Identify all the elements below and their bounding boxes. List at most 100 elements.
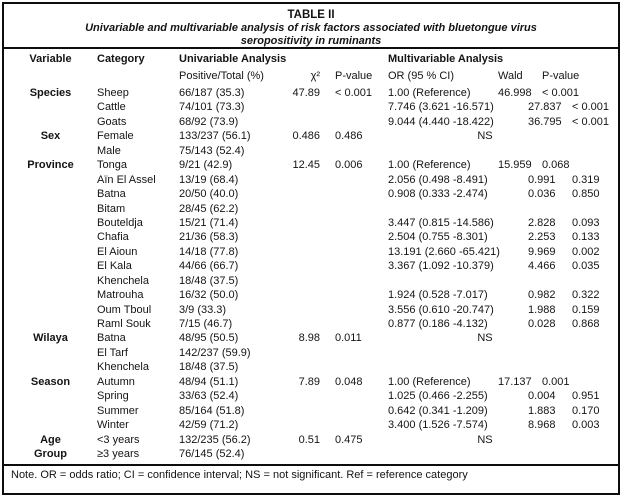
or-ci-cell: 2.056 (0.498 -8.491) (388, 173, 488, 186)
p-value-multivariable-cell: 0.868 (572, 318, 600, 330)
wald-cell: 36.795 (528, 115, 562, 128)
category-cell: Khenchela (97, 361, 149, 374)
table-row: Wilaya Batna 48/95 (50.5) 8.98 0.011 NS (4, 331, 618, 345)
table-header-row-1: Variable Category Univariable Analysis M… (4, 51, 618, 68)
variable-cell (4, 216, 97, 230)
variable-cell (4, 245, 97, 259)
or-ci-cell: 9.044 (4.440 -18.422) (388, 115, 494, 128)
p-value-univariable-cell: 0.011 (335, 332, 362, 345)
p-value-univariable-cell: 0.006 (335, 159, 363, 172)
header-p-value-univariable: P-value (335, 70, 373, 82)
p-value-univariable-cell: 0.475 (335, 433, 363, 446)
chi-square-cell (270, 202, 320, 216)
category-cell: <3 years (97, 433, 140, 446)
variable-cell (4, 100, 97, 114)
or-ci-cell: 1.00 (Reference) (388, 159, 471, 172)
table-title-block: TABLE II Univariable and multivariable a… (4, 4, 618, 49)
positive-total-cell: 85/164 (51.8) (179, 404, 245, 417)
header-spacer (97, 68, 179, 84)
multivariable-cell: 1.00 (Reference) 46.998 < 0.001 (388, 86, 618, 100)
variable-cell (4, 288, 97, 302)
header-wald: Wald (498, 70, 523, 82)
positive-total-cell: 68/92 (73.9) (179, 115, 239, 128)
variable-cell (4, 404, 97, 418)
table-row: Summer 85/164 (51.8) 0.642 (0.341 -1.209) 1… (4, 404, 618, 418)
p-value-univariable-cell (335, 230, 388, 244)
multivariable-cell: NS (388, 129, 618, 143)
or-ci-cell: 3.447 (0.815 -14.586) (388, 216, 494, 229)
multivariable-cell: 9.044 (4.440 -18.422) 36.795 < 0.001 (388, 115, 618, 129)
wald-cell: 0.991 (528, 173, 556, 186)
wald-cell: 0.036 (528, 188, 556, 201)
positive-total-cell: 9/21 (42.9) (179, 159, 233, 172)
wald-cell: 0.982 (528, 289, 556, 302)
wald-cell: 0.028 (528, 318, 556, 330)
p-value-univariable-cell: 0.048 (335, 375, 363, 388)
variable-cell (4, 144, 97, 158)
chi-square-cell (270, 360, 320, 374)
header-p-value-multivariable: P-value (542, 70, 580, 82)
table-row: Khenchela 18/48 (37.5) (4, 274, 618, 288)
positive-total-cell: 33/63 (52.4) (179, 390, 239, 403)
table-row: Spring 33/63 (52.4) 1.025 (0.466 -2.255) 0.… (4, 389, 618, 403)
variable-cell (4, 259, 97, 273)
header-univariable-analysis: Univariable Analysis (179, 53, 287, 65)
not-significant-flag: NS (477, 130, 493, 143)
p-value-multivariable-cell: < 0.001 (572, 115, 610, 128)
chi-square-cell (270, 447, 320, 461)
header-multivariable-analysis: Multivariable Analysis (388, 53, 504, 65)
table-row: Group ≥3 years 76/145 (52.4) (4, 447, 618, 461)
multivariable-cell (388, 274, 618, 288)
variable-cell (4, 346, 97, 360)
or-ci-cell: 1.025 (0.466 -2.255) (388, 390, 488, 403)
table-row: El Tarf 142/237 (59.9) (4, 346, 618, 360)
p-value-univariable-cell (335, 115, 388, 129)
not-significant-flag: NS (477, 433, 493, 446)
p-value-univariable-cell (335, 389, 388, 403)
or-ci-cell: 0.908 (0.333 -2.474) (388, 188, 488, 201)
variable-cell (4, 360, 97, 374)
header-variable: Variable (29, 53, 72, 65)
p-value-univariable-cell (335, 100, 388, 114)
variable-cell: Wilaya (33, 332, 68, 345)
category-cell: El Tarf (97, 346, 128, 359)
wald-cell: 0.004 (528, 390, 556, 403)
wald-cell: 17.137 (498, 375, 532, 388)
multivariable-cell: 13.191 (2.660 -65.421) 9.969 0.002 (388, 245, 618, 259)
p-value-multivariable-cell: 0.159 (572, 303, 600, 316)
p-value-univariable-cell (335, 346, 388, 360)
positive-total-cell: 133/237 (56.1) (179, 130, 251, 143)
multivariable-cell: 1.025 (0.466 -2.255) 0.004 0.951 (388, 389, 618, 403)
variable-cell (4, 230, 97, 244)
chi-square-cell (270, 115, 320, 129)
header-category: Category (97, 53, 145, 65)
p-value-multivariable-cell: 0.850 (572, 188, 600, 201)
p-value-multivariable-cell: 0.951 (572, 390, 600, 403)
multivariable-cell: 1.924 (0.528 -7.017) 0.982 0.322 (388, 288, 618, 302)
chi-square-cell: 47.89 (292, 87, 320, 99)
p-value-univariable-cell (335, 404, 388, 418)
table-row: Chafia 21/36 (58.3) 2.504 (0.755 -8.301) 2.… (4, 230, 618, 244)
header-chi-square: χ² (310, 70, 320, 82)
p-value-univariable-cell (335, 216, 388, 230)
table-row: El Aioun 14/18 (77.8) 13.191 (2.660 -65.42… (4, 245, 618, 259)
table-row: Khenchela 18/48 (37.5) (4, 360, 618, 374)
table-caption-line2: seropositivity in ruminants (240, 35, 382, 47)
wald-cell: 46.998 (498, 87, 532, 99)
chi-square-cell (270, 173, 320, 187)
category-cell: Khenchela (97, 274, 149, 287)
category-cell: Bitam (97, 202, 126, 215)
table-footnote: Note. OR = odds ratio; CI = confidence i… (4, 464, 618, 493)
positive-total-cell: 142/237 (59.9) (179, 346, 251, 359)
not-significant-flag: NS (477, 332, 493, 345)
positive-total-cell: 66/187 (35.3) (179, 87, 245, 99)
positive-total-cell: 48/95 (50.5) (179, 332, 239, 345)
variable-cell (4, 317, 97, 331)
header-multivariable-subheaders: OR (95 % CI) Wald P-value (388, 68, 618, 84)
variable-cell: Age (40, 433, 61, 446)
positive-total-cell: 74/101 (73.3) (179, 101, 245, 114)
positive-total-cell: 18/48 (37.5) (179, 274, 239, 287)
chi-square-cell (270, 230, 320, 244)
or-ci-cell: 0.642 (0.341 -1.209) (388, 404, 488, 417)
table-row: Batna 20/50 (40.0) 0.908 (0.333 -2.474) 0.0… (4, 187, 618, 201)
